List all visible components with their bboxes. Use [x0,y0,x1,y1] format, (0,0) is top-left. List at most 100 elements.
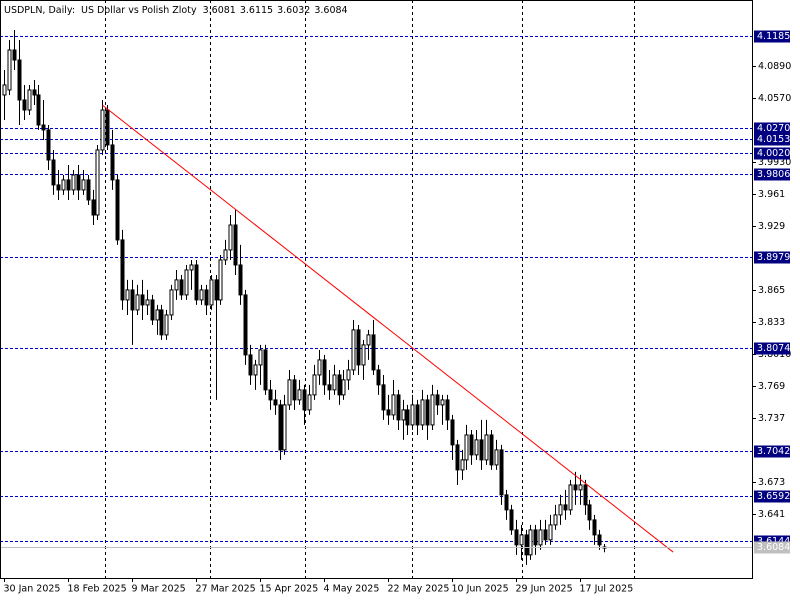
candle-body [164,314,169,336]
candle-body [524,534,529,556]
candle-body [115,179,120,241]
level-label: 3.9806 [757,169,790,180]
candle-body [420,399,425,426]
candle-body [263,349,268,391]
level-label: 4.0153 [757,134,790,145]
plot-frame [0,0,753,579]
candle-body [41,124,46,131]
candle-body [179,279,184,296]
ohlc-low: 3.6032 [277,5,310,16]
level-label: 4.0270 [757,123,790,134]
candle-body [396,394,401,421]
candle-body [587,504,592,521]
candle-body [292,379,297,401]
candle-body [214,279,219,301]
candle-body [135,294,140,311]
candle-body [351,329,356,371]
candle-body [361,344,366,366]
y-tick-label: 3.737 [758,413,785,424]
level-label-bg [754,342,790,355]
y-tick-label: 3.961 [758,189,785,200]
candle-body [415,404,420,426]
candle-body [95,149,100,216]
candle-body [155,309,160,321]
candle-body [405,409,410,426]
x-tick-label: 15 Apr 2025 [260,584,319,595]
candle-body [484,434,489,461]
candle-body [32,89,37,96]
y-tick-label: 4.0570 [758,93,791,104]
x-tick-label: 4 May 2025 [324,584,380,595]
candle-body [401,409,406,421]
candle-body [66,179,71,191]
candle-body [528,529,533,556]
level-label: 4.1185 [757,31,790,42]
candle-body [7,49,12,91]
candle-body [2,84,7,96]
candle-body [223,249,228,261]
trend-line [102,104,674,553]
level-label-bg [754,30,790,43]
candle-body [297,389,302,401]
candle-body [145,299,150,306]
candle-body [140,294,145,306]
candle-body [282,404,287,451]
price-label: 3.6084 [757,542,790,553]
candle-body [71,174,76,191]
y-tick-label: 3.833 [758,317,785,328]
candle-body [391,394,396,416]
candle-body [410,404,415,426]
candle-body [346,369,351,381]
x-tick-label: 10 Jun 2025 [452,584,509,595]
candle-body [455,444,460,471]
candle-body [169,289,174,316]
candle-body [150,299,155,321]
x-tick-label: 29 Jun 2025 [516,584,573,595]
candle-body [81,179,86,191]
candle-body [27,89,32,111]
candle-body [12,49,17,61]
level-label: 3.7042 [757,446,790,457]
candle-body [228,224,233,251]
candle-body [253,364,258,376]
y-tick-label: 4.0890 [758,61,791,72]
level-label-bg [754,490,790,503]
candle-body [386,409,391,416]
level-label-bg [754,251,790,264]
candle-body [46,129,51,161]
candle-body [56,184,61,191]
candle-body [204,289,209,306]
candle-body [592,519,597,536]
y-tick-label: 3.865 [758,285,785,296]
candle-body [268,389,273,401]
candle-body [464,434,469,461]
candle-body [376,369,381,386]
x-tick-label: 9 Mar 2025 [132,584,186,595]
candle-body [356,329,361,366]
y-tick-label: 3.769 [758,381,785,392]
ohlc-open: 3.6081 [203,5,236,16]
level-label: 3.8979 [757,252,790,263]
candle-body [563,504,568,511]
candle-body [312,374,317,396]
candle-body [174,279,179,291]
candle-body [218,259,223,301]
candle-body [61,179,66,191]
candle-body [440,399,445,406]
candle-body [494,449,499,466]
candle-body [469,434,474,456]
candle-body [553,514,558,526]
candle-body [519,534,524,546]
candle-body [278,404,283,451]
level-label: 3.8074 [757,343,790,354]
x-tick-label: 30 Jan 2025 [4,584,61,595]
candle-body [194,264,199,301]
candle-body [425,399,430,426]
candle-body [322,359,327,386]
candle-body [125,289,130,301]
candle-body [366,334,371,346]
candle-body [543,529,548,541]
candle-body [337,374,342,396]
candle-body [573,484,578,491]
